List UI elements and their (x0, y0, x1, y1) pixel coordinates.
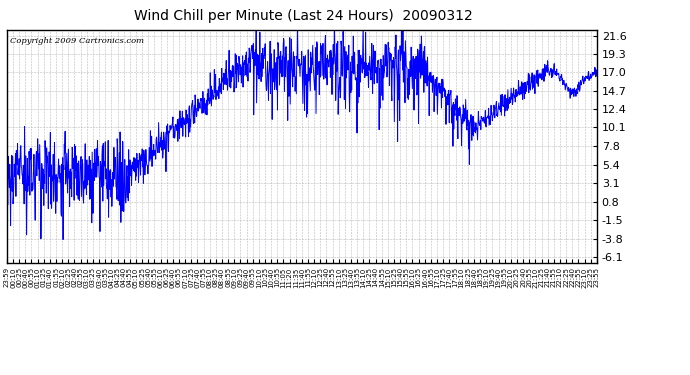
Text: Wind Chill per Minute (Last 24 Hours)  20090312: Wind Chill per Minute (Last 24 Hours) 20… (135, 9, 473, 23)
Text: Copyright 2009 Cartronics.com: Copyright 2009 Cartronics.com (10, 37, 144, 45)
